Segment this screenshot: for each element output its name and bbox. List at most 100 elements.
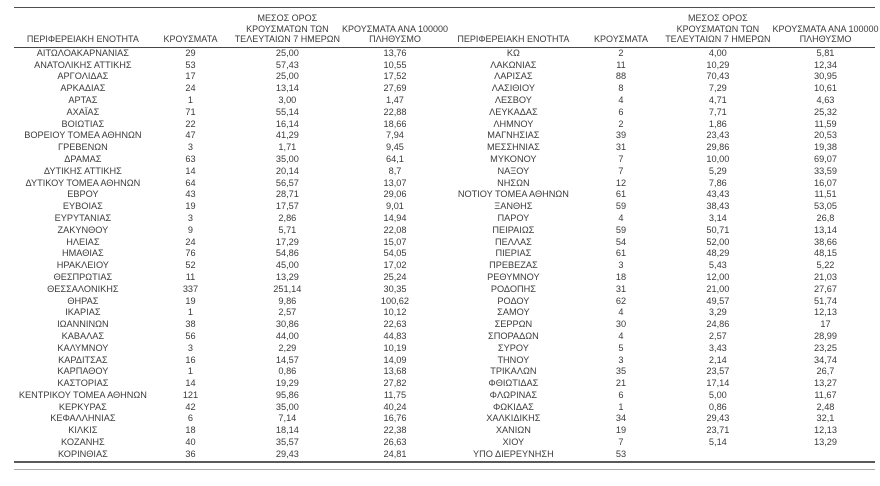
per100k-cell: 13,07: [383, 177, 407, 188]
table-row: ΘΕΣΣΑΛΟΝΙΚΗΣ 337 251,14 30,35: [14, 284, 445, 296]
avg7-cell: 10,00: [706, 153, 730, 164]
per100k-cell: 13,27: [813, 378, 837, 389]
cases-cell: 7: [618, 165, 624, 176]
table-row: ΑΡΤΑΣ 1 3,00 1,47: [14, 95, 445, 107]
per100k-cell: 10,12: [383, 307, 407, 318]
avg7-cell: 3,14: [708, 212, 727, 223]
region-cell: ΑΧΑΪΑΣ: [66, 106, 100, 117]
per100k-cell: 11,51: [814, 189, 837, 200]
region-cell: ΚΑΡΔΙΤΣΑΣ: [58, 354, 108, 365]
cases-cell: 39: [615, 130, 627, 141]
table-row: ΚΑΣΤΟΡΙΑΣ 14 19,29 27,82: [14, 378, 445, 390]
cases-cell: 29: [185, 47, 196, 58]
avg7-cell: 54,86: [275, 248, 299, 259]
avg7-cell: 251,14: [273, 283, 302, 294]
avg7-cell: 1,71: [278, 142, 297, 153]
region-cell: ΡΕΘΥΜΝΟΥ: [487, 271, 540, 282]
cases-cell: 2: [618, 47, 624, 58]
cases-cell: 53: [185, 59, 196, 70]
cases-cell: 8: [618, 83, 624, 94]
per100k-cell: 17,02: [383, 260, 407, 271]
per100k-cell: 25,32: [813, 106, 837, 117]
cases-cell: 1: [187, 366, 194, 377]
table-row: ΔΡΑΜΑΣ 63 35,00 64,1: [14, 154, 445, 166]
regional-cases-table-right: ΠΕΡΙΦΕΡΕΙΑΚΗ ΕΝΟΤΗΤΑ ΚΡΟΥΣΜΑΤΑ ΜΕΣΟΣ ΟΡΟ…: [444, 8, 878, 463]
cases-cell: 76: [185, 248, 196, 259]
region-cell: ΚΟΖΑΝΗΣ: [61, 437, 105, 448]
table-row: ΑΡΚΑΔΙΑΣ 24 13,14 27,69: [14, 83, 445, 95]
per100k-cell: 22,38: [383, 425, 407, 436]
avg7-cell: 3,43: [708, 342, 727, 353]
region-cell: ΚΑΛΥΜΝΟΥ: [57, 342, 109, 353]
per100k-cell: 7,94: [386, 130, 404, 141]
cases-cell: 59: [615, 201, 627, 212]
avg7-cell: 35,57: [275, 437, 299, 448]
per100k-cell: 51,74: [813, 295, 837, 306]
region-cell: ΛΗΜΝΟΥ: [493, 118, 534, 129]
cases-cell: 5: [618, 342, 624, 353]
cases-cell: 3: [187, 142, 194, 153]
table-row: ΜΥΚΟΝΟΥ 7 10,00 69,07: [445, 154, 876, 166]
region-cell: ΘΗΡΑΣ: [67, 295, 99, 306]
per100k-cell: 11,75: [383, 389, 407, 400]
table-row: ΘΗΡΑΣ 19 9,86 100,62: [14, 296, 445, 308]
region-cell: ΚΑΒΑΛΑΣ: [61, 330, 105, 341]
cases-cell: 64: [185, 177, 196, 188]
cases-cell: 121: [182, 389, 199, 400]
region-cell: ΤΗΝΟΥ: [497, 354, 530, 365]
avg7-cell: 41,29: [275, 130, 299, 141]
avg7-cell: 3,29: [708, 307, 727, 318]
region-cell: ΥΠΟ ΔΙΕΡΕΥΝΗΣΗ: [473, 448, 554, 459]
table-row: ΑΡΓΟΛΙΔΑΣ 17 25,00 17,52: [14, 71, 445, 83]
top-divider: [14, 7, 875, 8]
per100k-cell: 22,88: [383, 106, 407, 117]
table-row: ΧΑΝΙΩΝ 19 23,71 12,13: [445, 425, 876, 437]
avg7-cell: 5,71: [278, 224, 297, 235]
region-cell: ΠΕΛΛΑΣ: [494, 236, 532, 247]
cases-cell: 6: [618, 106, 624, 117]
per100k-cell: 29,06: [383, 189, 407, 200]
region-cell: ΝΗΣΩΝ: [497, 177, 530, 188]
region-cell: ΕΒΡΟΥ: [67, 189, 99, 200]
avg7-cell: 10,29: [706, 59, 730, 70]
table-row: ΣΑΜΟΥ 4 3,29 12,13: [445, 307, 876, 319]
avg7-cell: 2,57: [278, 307, 297, 318]
region-cell: ΗΜΑΘΙΑΣ: [62, 248, 104, 259]
region-cell: ΦΛΩΡΙΝΑΣ: [489, 389, 538, 400]
cases-cell: 11: [616, 59, 626, 70]
cases-cell: 18: [615, 271, 627, 282]
cases-cell: 3: [187, 212, 194, 223]
region-cell: ΜΕΣΣΗΝΙΑΣ: [486, 142, 540, 153]
table-row: ΛΑΡΙΣΑΣ 88 70,43 30,95: [445, 71, 876, 83]
region-cell: ΙΚΑΡΙΑΣ: [65, 307, 101, 318]
region-cell: ΞΑΝΘΗΣ: [494, 201, 533, 212]
table-row: ΗΡΑΚΛΕΙΟΥ 52 45,00 17,02: [14, 260, 445, 272]
table-row: ΣΕΡΡΩΝ 30 24,86 17: [445, 319, 876, 331]
table-row: ΑΧΑΪΑΣ 71 55,14 22,88: [14, 107, 445, 119]
avg7-cell: 2,57: [708, 330, 727, 341]
region-cell: ΕΥΡΥΤΑΝΙΑΣ: [54, 212, 112, 223]
region-cell: ΔΡΑΜΑΣ: [64, 153, 102, 164]
per100k-cell: 17: [820, 319, 831, 330]
region-cell: ΝΑΞΟΥ: [497, 165, 530, 176]
per100k-cell: 21,03: [813, 271, 837, 282]
region-cell: ΣΠΟΡΑΔΩΝ: [488, 330, 539, 341]
per100k-cell: 26,63: [383, 437, 407, 448]
cases-cell: 19: [615, 425, 627, 436]
region-cell: ΝΟΤΙΟΥ ΤΟΜΕΑ ΑΘΗΝΩΝ: [457, 189, 569, 200]
region-cell: ΣΑΜΟΥ: [497, 307, 530, 318]
regional-cases-table-left: ΠΕΡΙΦΕΡΕΙΑΚΗ ΕΝΟΤΗΤΑ ΚΡΟΥΣΜΑΤΑ ΜΕΣΟΣ ΟΡΟ…: [14, 8, 448, 463]
avg7-cell: 4,71: [708, 94, 727, 105]
table-row: ΜΕΣΣΗΝΙΑΣ 31 29,86 19,38: [445, 142, 876, 154]
per100k-cell: 27,67: [813, 283, 837, 294]
avg7-cell: 5,43: [708, 260, 727, 271]
table-row: ΠΙΕΡΙΑΣ 61 48,29 48,15: [445, 248, 876, 260]
cases-cell: 337: [182, 283, 199, 294]
cases-cell: 1: [187, 94, 194, 105]
col-header-per100k: ΚΡΟΥΣΜΑΤΑ ΑΝΑ 100000 ΠΛΗΘΥΣΜΟ: [772, 8, 878, 48]
avg7-cell: 45,00: [275, 260, 299, 271]
cases-cell: 21: [615, 378, 627, 389]
table-row: ΦΩΚΙΔΑΣ 1 0,86 2,48: [445, 402, 876, 414]
avg7-cell: 29,86: [706, 142, 730, 153]
avg7-cell: 35,00: [275, 153, 299, 164]
